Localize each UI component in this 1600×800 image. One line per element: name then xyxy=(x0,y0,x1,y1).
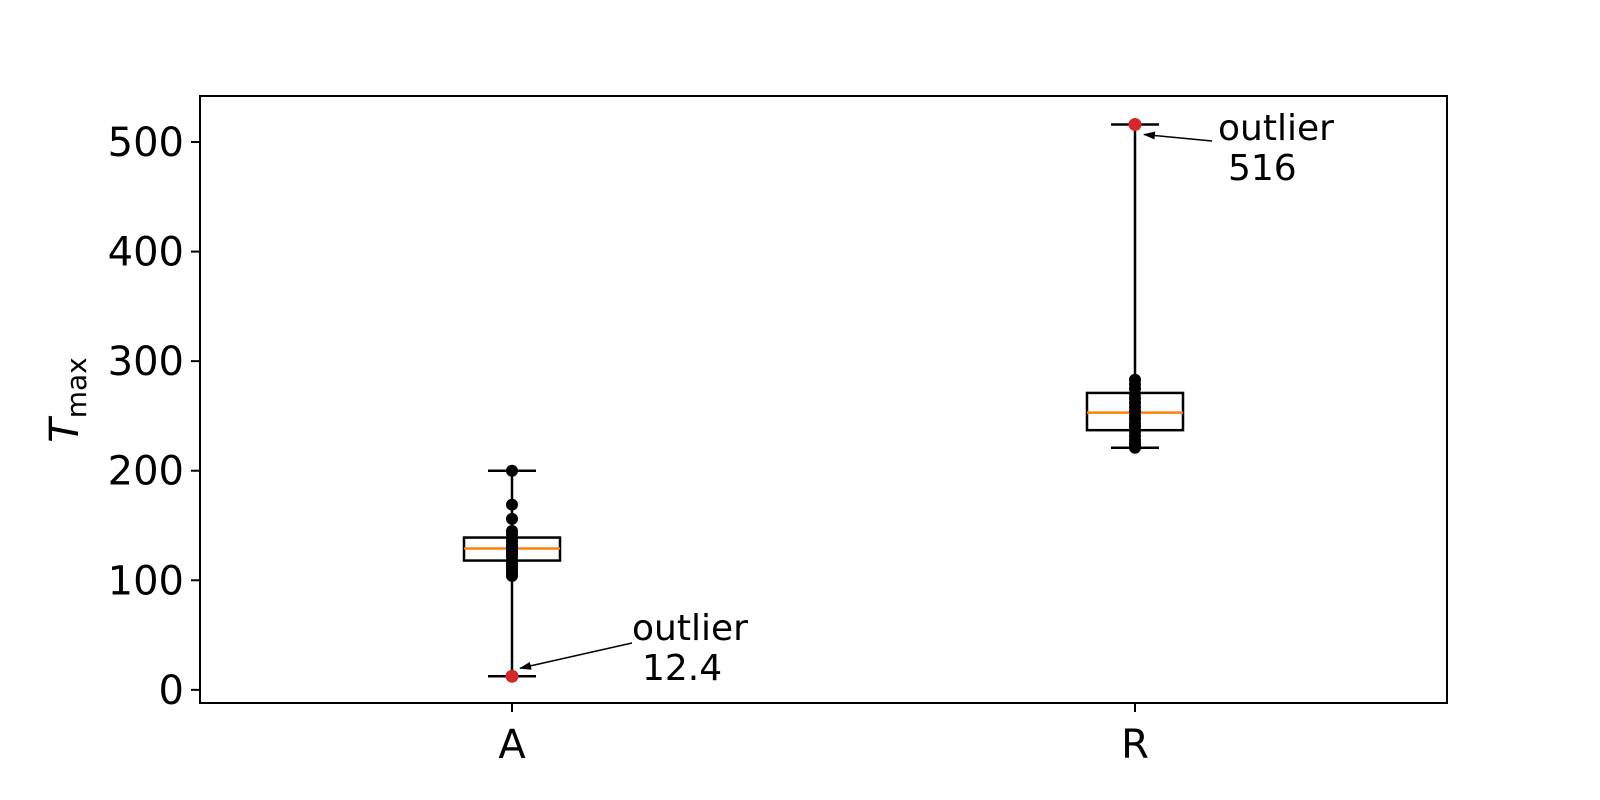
annotation-arrow xyxy=(519,642,633,670)
y-axis-label-sub: max xyxy=(60,357,93,418)
y-axis: 0 100 200 300 400 500 xyxy=(108,120,200,714)
annotation-label-line-1: outlier xyxy=(632,608,748,649)
x-tick-label: R xyxy=(1121,722,1149,768)
y-tick-label: 400 xyxy=(108,230,184,276)
data-point xyxy=(506,464,518,477)
data-point xyxy=(1129,441,1141,454)
data-point xyxy=(506,569,518,582)
y-axis-label: Tmax xyxy=(42,357,93,442)
y-tick-label: 300 xyxy=(108,339,184,385)
plot-frame xyxy=(199,95,1448,704)
y-axis-label-main: T xyxy=(42,415,88,443)
outlier-point xyxy=(505,669,519,683)
x-tick-label: A xyxy=(498,722,526,768)
outlier-point xyxy=(1128,117,1142,131)
annotation-label-line-2: 516 xyxy=(1228,148,1297,189)
annotation-label: outlier 12.4 xyxy=(632,608,748,689)
y-tick-label: 100 xyxy=(108,558,184,604)
y-tick-label: 500 xyxy=(108,120,184,166)
y-tick-label: 0 xyxy=(159,668,184,714)
annotation-arrow xyxy=(1143,131,1213,142)
box-group-A xyxy=(462,464,562,683)
annotation-label-line-2: 12.4 xyxy=(642,648,722,689)
data-point xyxy=(506,498,518,511)
annotation-label-line-1: outlier xyxy=(1218,108,1334,149)
boxes-layer xyxy=(462,117,1185,683)
box-group-R xyxy=(1085,117,1185,454)
data-point xyxy=(506,512,518,525)
y-tick-label: 200 xyxy=(108,449,184,495)
annotation-label: outlier 516 xyxy=(1218,108,1334,189)
